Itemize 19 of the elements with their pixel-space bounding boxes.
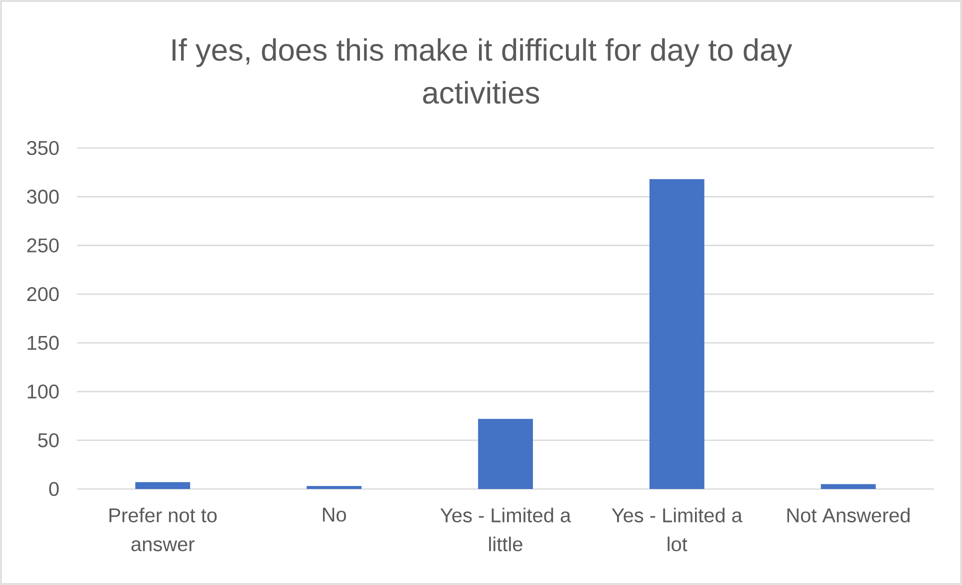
y-tick-label: 200 [27, 287, 59, 302]
y-tick-label: 0 [49, 482, 59, 496]
bar [820, 484, 876, 489]
x-tick-label: Yes - Limited a lot [612, 508, 742, 552]
y-tick-label: 300 [27, 190, 59, 204]
y-tick-label: 150 [28, 336, 59, 350]
y-tick-label: 250 [27, 238, 59, 252]
x-tick-label: Yes - Limited a little [440, 508, 572, 552]
x-tick-label: Prefer not to answer [110, 508, 217, 552]
bar [478, 418, 533, 489]
chart-title: If yes, does this make it difficult for day to day activities [172, 38, 792, 104]
bar [649, 179, 704, 489]
bar [135, 482, 190, 489]
x-tick-label: No [323, 508, 346, 522]
bar [306, 486, 362, 489]
x-tick-label: Not Answered [787, 508, 910, 522]
y-tick-label: 350 [27, 140, 59, 156]
y-tick-label: 100 [28, 384, 59, 399]
y-tick-label: 50 [38, 433, 59, 448]
